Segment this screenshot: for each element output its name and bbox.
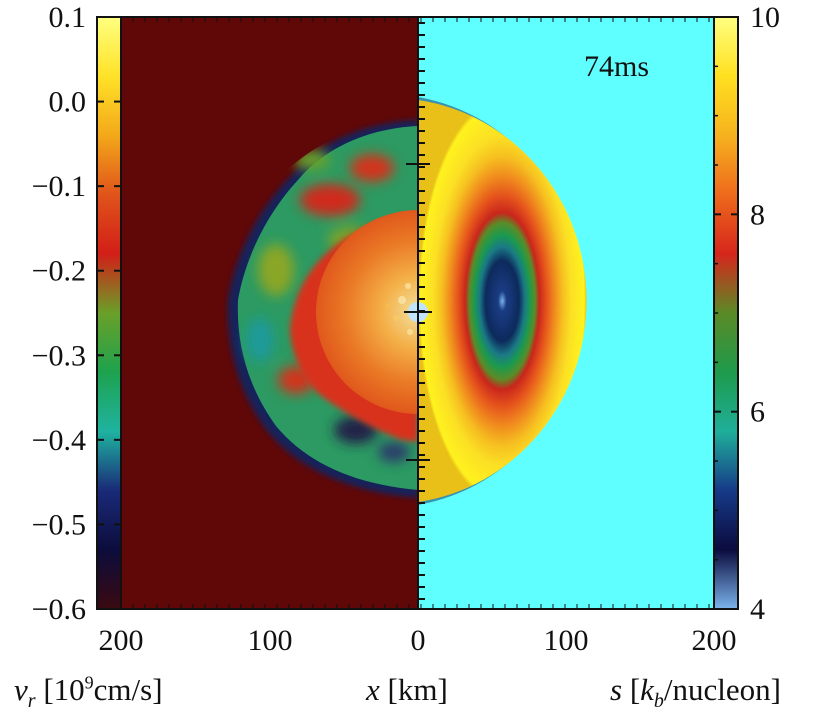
s-tick-label: 10 [750,1,780,34]
vr-tick-label: −0.5 [32,508,86,541]
time-label: 74ms [584,50,649,83]
vr-tick-label: −0.4 [32,424,86,457]
x-tick-label: 100 [544,624,589,657]
s-tick-label: 6 [750,396,765,429]
x-axis-ticks: 200 100 0 100 200 [99,624,737,657]
vr-shock-region [227,120,418,498]
center-divider [404,17,432,609]
s-axis-title: s [kb/nucleon] [610,672,781,713]
frame-ticks [120,17,710,609]
s-colorbar-ticks: 10 8 6 4 [714,1,780,626]
vr-tick-label: −0.3 [32,339,86,372]
vr-tick-label: −0.1 [32,170,86,203]
vr-colorbar-ticks: 0.1 0.0 −0.1 −0.2 −0.3 −0.4 −0.5 −0.6 [32,1,121,626]
plot-frame [120,16,715,610]
vr-colorbar [96,16,122,610]
vr-tick-label: −0.2 [32,255,86,288]
entropy-shocked-region [418,100,587,502]
vr-tick-label: 0.0 [49,86,87,119]
x-axis-title: x [km] [366,672,448,707]
vr-tick-label: −0.6 [32,593,86,626]
s-tick-label: 8 [750,198,765,231]
x-tick-label: 200 [692,624,737,657]
x-tick-label: 200 [99,624,144,657]
s-tick-label: 4 [750,593,765,626]
x-tick-label: 0 [411,624,426,657]
vr-tick-label: 0.1 [49,1,87,34]
x-tick-label: 100 [248,624,293,657]
entropy-panel [408,17,714,609]
vr-panel [121,17,418,609]
vr-inner-speckle [385,283,413,335]
vr-axis-title: vr [109cm/s] [14,672,163,713]
